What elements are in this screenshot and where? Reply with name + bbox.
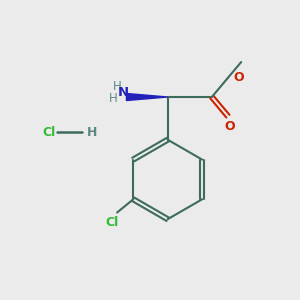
Text: O: O [233, 71, 244, 84]
Text: O: O [224, 120, 235, 133]
Text: N: N [118, 86, 129, 99]
Polygon shape [126, 94, 168, 100]
Text: H: H [87, 126, 97, 139]
Text: Cl: Cl [43, 126, 56, 139]
Text: H: H [112, 80, 122, 93]
Text: Cl: Cl [105, 216, 119, 229]
Text: H: H [109, 92, 118, 105]
